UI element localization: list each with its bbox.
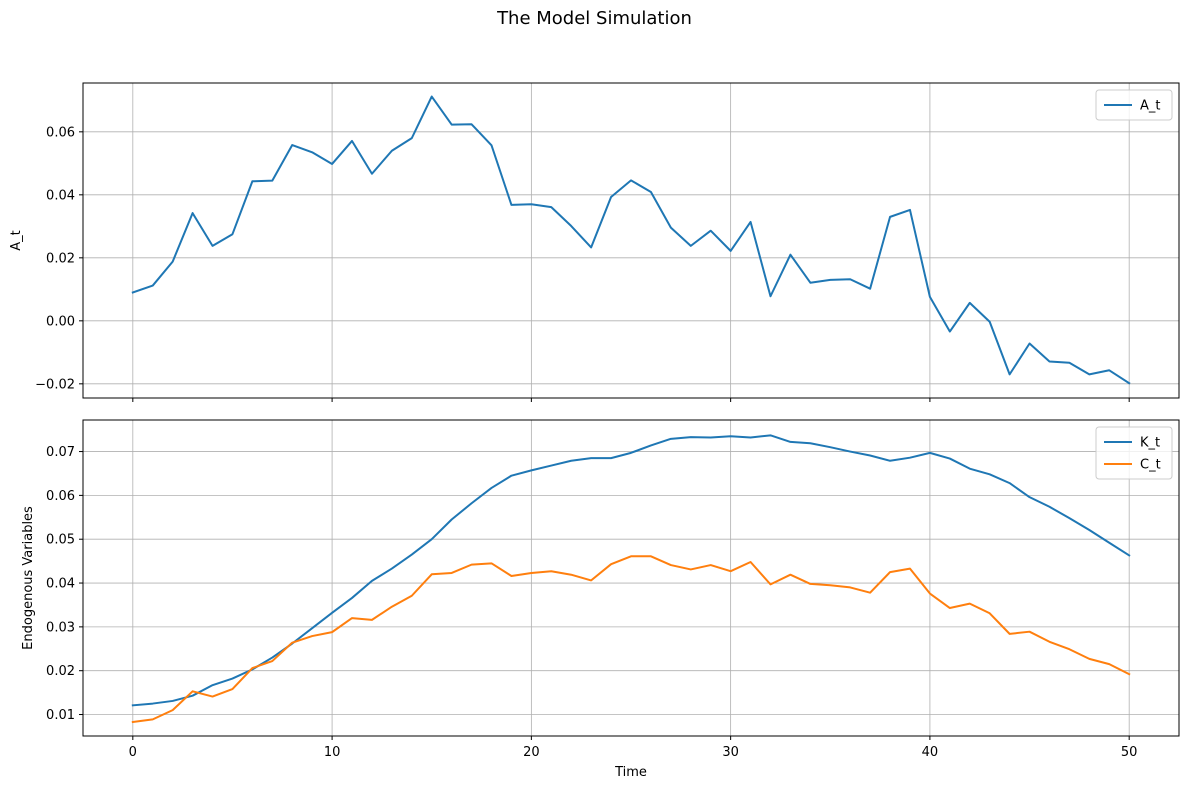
y-tick-label: 0.06: [46, 489, 75, 504]
x-tick-label: 50: [1121, 745, 1138, 760]
x-tick-label: 30: [722, 745, 739, 760]
x-tick-label: 40: [922, 745, 939, 760]
grid: [83, 83, 1179, 398]
y-axis-label: Endogenous Variables: [21, 506, 36, 650]
series-group: [131, 434, 1131, 724]
legend-box: [1095, 89, 1173, 121]
legend: K_t C_t: [1095, 426, 1173, 480]
y-tick-label: 0.00: [46, 314, 75, 329]
series-line-k-t: [131, 434, 1131, 707]
y-tick-label: −0.02: [35, 377, 75, 392]
top-panel-a-t: −0.02 0.00 0.02 0.04 0.06 A_t A_t: [9, 82, 1180, 402]
y-tick-label: 0.06: [46, 125, 75, 140]
x-tick-label: 0: [129, 745, 137, 760]
legend-label: C_t: [1140, 458, 1161, 473]
axes-frame: [82, 419, 1180, 737]
legend-label: A_t: [1140, 99, 1161, 114]
grid: [83, 420, 1179, 736]
y-tick-label: 0.04: [46, 188, 75, 203]
y-tick-label: 0.04: [46, 577, 75, 592]
series-line-a-t: [131, 95, 1131, 385]
x-tick-label: 20: [523, 745, 540, 760]
x-tick-label: 10: [324, 745, 341, 760]
axes-frame: [82, 82, 1180, 399]
y-axis-label: A_t: [9, 230, 24, 251]
y-tick-label: 0.03: [46, 620, 75, 635]
legend-box: [1095, 426, 1173, 480]
y-tick-label: 0.05: [46, 533, 75, 548]
bottom-panel-endogenous: 0 10 20 30 40 50 0.01 0.02 0.03 0.04 0.05 0.06 0.07 E…: [21, 419, 1180, 780]
y-tick-label: 0.07: [46, 445, 75, 460]
figure-title: The Model Simulation: [496, 8, 692, 29]
y-tick-label: 0.01: [46, 708, 75, 723]
y-tick-label: 0.02: [46, 251, 75, 266]
x-axis-label: Time: [614, 765, 647, 780]
legend-label: K_t: [1140, 436, 1160, 451]
series-group: [131, 95, 1131, 385]
series-line-c-t: [131, 555, 1131, 724]
legend: A_t: [1095, 89, 1173, 121]
y-tick-label: 0.02: [46, 664, 75, 679]
